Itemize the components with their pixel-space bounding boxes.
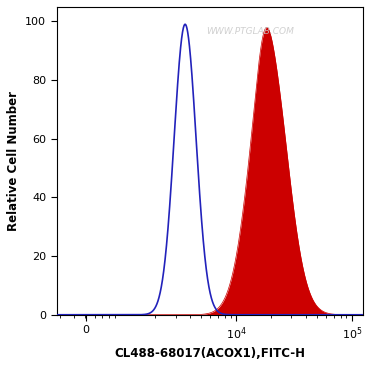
X-axis label: CL488-68017(ACOX1),FITC-H: CL488-68017(ACOX1),FITC-H	[114, 347, 306, 360]
Y-axis label: Relative Cell Number: Relative Cell Number	[7, 91, 20, 231]
Text: WWW.PTGLAB.COM: WWW.PTGLAB.COM	[206, 27, 294, 36]
